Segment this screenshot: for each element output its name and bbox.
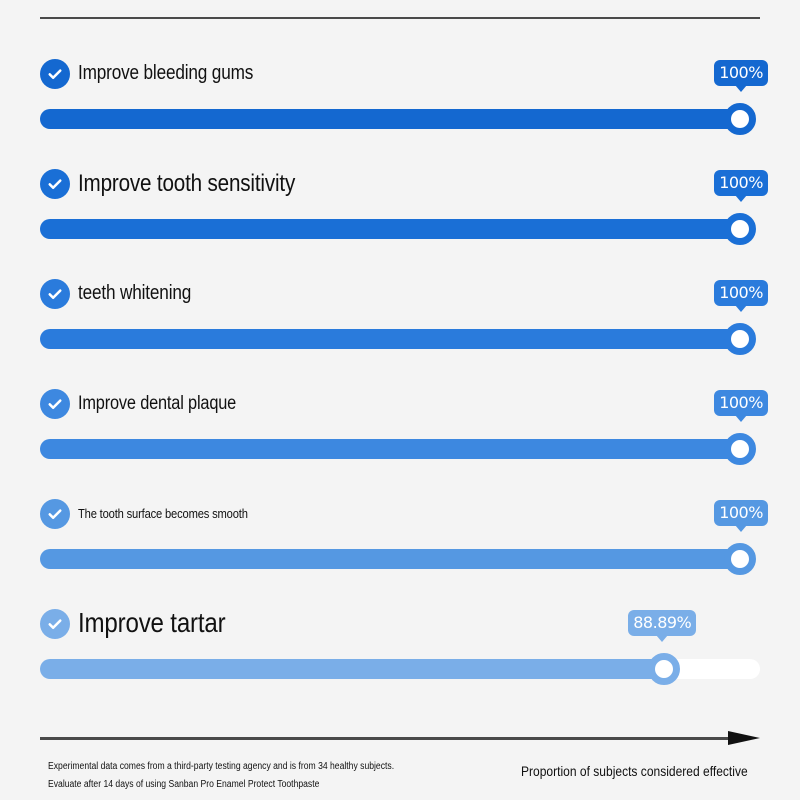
bar-label: teeth whitening <box>78 282 192 304</box>
bar-label: Improve bleeding gums <box>78 62 254 84</box>
footnote-source: Experimental data comes from a third-par… <box>48 761 395 772</box>
check-circle-icon <box>40 499 70 529</box>
checkmark-icon <box>48 619 62 630</box>
value-badge: 100% <box>714 170 768 202</box>
check-circle-icon <box>40 59 70 89</box>
bar-end-knob <box>724 433 756 465</box>
value-badge: 100% <box>714 500 768 532</box>
bar-fill <box>40 549 740 569</box>
value-badge: 88.89% <box>628 610 697 642</box>
bar-end-knob <box>724 323 756 355</box>
bar-fill <box>40 329 740 349</box>
value-badge: 100% <box>714 60 768 92</box>
bar-track <box>40 659 760 679</box>
checkmark-icon <box>48 289 62 300</box>
bar-label: Improve tartar <box>78 607 226 639</box>
bar-track <box>40 549 760 569</box>
bar-row: Improve bleeding gums 100% <box>40 58 768 138</box>
check-circle-icon <box>40 609 70 639</box>
footnote-evaluation: Evaluate after 14 days of using Sanban P… <box>48 779 320 790</box>
check-circle-icon <box>40 389 70 419</box>
bar-track <box>40 219 760 239</box>
bar-end-knob <box>724 543 756 575</box>
bar-row: Improve dental plaque 100% <box>40 388 768 468</box>
bar-track <box>40 439 760 459</box>
bar-end-knob <box>648 653 681 685</box>
arrow-right-icon <box>728 731 760 745</box>
bar-label: Improve tooth sensitivity <box>78 169 296 197</box>
bar-fill <box>40 659 665 679</box>
x-axis-label: Proportion of subjects considered effect… <box>521 763 748 779</box>
bar-row: Improve tartar 88.89% <box>40 607 760 688</box>
check-circle-icon <box>40 169 70 199</box>
bar-fill <box>40 109 740 129</box>
x-axis-line <box>40 737 735 740</box>
bar-label: The tooth surface becomes smooth <box>78 506 248 522</box>
bar-end-knob <box>724 103 756 135</box>
value-badge: 100% <box>714 390 768 422</box>
value-badge: 100% <box>714 280 768 312</box>
bar-label: Improve dental plaque <box>78 392 237 414</box>
bar-fill <box>40 439 740 459</box>
bar-fill <box>40 219 740 239</box>
check-circle-icon <box>40 279 70 309</box>
bar-track <box>40 329 760 349</box>
bar-row: teeth whitening 100% <box>40 278 768 358</box>
top-divider <box>40 17 760 19</box>
bar-end-knob <box>724 213 756 245</box>
checkmark-icon <box>48 69 62 80</box>
bar-row: The tooth surface becomes smooth 100% <box>40 498 768 578</box>
checkmark-icon <box>48 179 62 190</box>
bar-track <box>40 109 760 129</box>
bar-row: Improve tooth sensitivity 100% <box>40 168 768 248</box>
checkmark-icon <box>48 509 62 520</box>
checkmark-icon <box>48 399 62 410</box>
